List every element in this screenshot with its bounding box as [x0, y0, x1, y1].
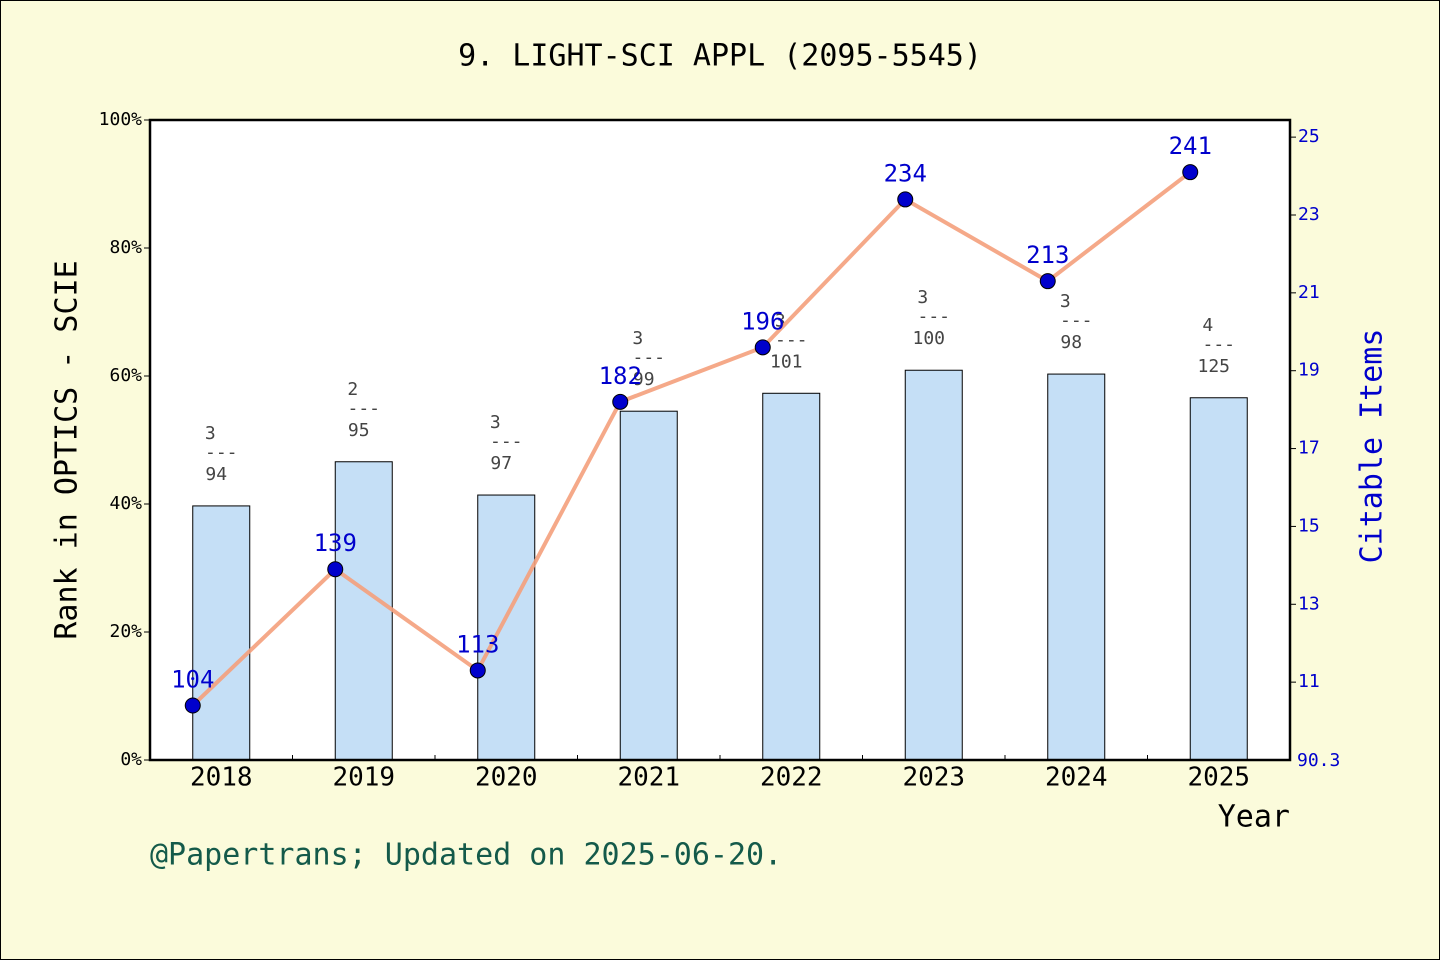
- rank-separator: ---: [917, 306, 950, 327]
- bar: [1047, 373, 1106, 761]
- plot-area: [150, 120, 1290, 760]
- y-axis-label: Rank in OPTICS - SCIE: [50, 260, 85, 639]
- data-label: 213: [1026, 241, 1069, 269]
- x-tick-label: 2019: [332, 763, 395, 793]
- point: [184, 697, 201, 714]
- x-tick-label: 2020: [475, 763, 538, 793]
- y2-tick-label: 15: [1298, 515, 1320, 536]
- y2-axis-label: Citable Items: [1355, 329, 1390, 564]
- point: [897, 191, 914, 208]
- y-tick-label: 20%: [109, 621, 142, 642]
- rank-denominator: 101: [770, 351, 803, 372]
- footer: @Papertrans; Updated on 2025-06-20.: [150, 838, 782, 873]
- rank-numerator: 3: [205, 423, 216, 444]
- y-tick-label: 0%: [120, 749, 142, 770]
- x-tick-label: 2022: [760, 763, 823, 793]
- rank-separator: ---: [347, 398, 380, 419]
- rank-denominator: 98: [1060, 332, 1082, 353]
- y2-tick-label: 23: [1298, 204, 1320, 225]
- rank-denominator: 99: [633, 369, 655, 390]
- y-tick-label: 40%: [109, 493, 142, 514]
- rank-denominator: 94: [205, 464, 227, 485]
- rank-numerator: 3: [775, 310, 786, 331]
- rank-numerator: 3: [490, 412, 501, 433]
- data-label: 241: [1169, 132, 1212, 160]
- plot-frame: [148, 118, 1292, 762]
- rank-separator: ---: [205, 442, 238, 463]
- x-tick-label: 2025: [1187, 763, 1250, 793]
- x-tick-label: 2023: [902, 763, 965, 793]
- y2-tick-label: 25: [1298, 126, 1320, 147]
- data-label: 139: [314, 529, 357, 557]
- y-tick-label: 80%: [109, 237, 142, 258]
- rank-separator: ---: [632, 347, 665, 368]
- rank-denominator: 125: [1197, 356, 1230, 377]
- data-label: 234: [884, 159, 927, 187]
- rank-denominator: 95: [348, 420, 370, 441]
- bar: [904, 369, 963, 761]
- rank-denominator: 100: [912, 328, 945, 349]
- point: [754, 339, 771, 356]
- rank-numerator: 3: [1060, 291, 1071, 312]
- rank-separator: ---: [1202, 334, 1235, 355]
- data-label: 196: [741, 307, 784, 335]
- line: [191, 170, 1192, 707]
- point: [327, 561, 344, 578]
- y2-tick-label: 17: [1298, 438, 1320, 459]
- rank-numerator: 4: [1202, 315, 1213, 336]
- y-tick-label: 60%: [109, 365, 142, 386]
- rank-numerator: 2: [347, 379, 358, 400]
- bar: [192, 505, 251, 761]
- point: [469, 662, 486, 679]
- x-tick-label: 2018: [190, 763, 253, 793]
- bar: [762, 392, 821, 761]
- rank-separator: ---: [490, 431, 523, 452]
- chart-title: 9. LIGHT-SCI APPL (2095-5545): [458, 39, 982, 74]
- x-axis-label: Year: [1218, 800, 1290, 835]
- rank-separator: ---: [1060, 310, 1093, 331]
- bar: [334, 461, 393, 761]
- y2-tick-label: 11: [1298, 671, 1320, 692]
- data-label: 182: [599, 362, 642, 390]
- x-tick-label: 2024: [1045, 763, 1108, 793]
- rank-numerator: 3: [917, 287, 928, 308]
- rank-separator: ---: [775, 329, 808, 350]
- rank-numerator: 3: [632, 328, 643, 349]
- point: [1039, 273, 1056, 290]
- y2-bottom-label: 90.3: [1297, 750, 1340, 771]
- bar: [1189, 397, 1248, 761]
- y2-tick-label: 19: [1298, 360, 1320, 381]
- rank-denominator: 97: [490, 453, 512, 474]
- y2-tick-label: 21: [1298, 282, 1320, 303]
- bar: [619, 410, 678, 761]
- data-label: 113: [456, 630, 499, 658]
- point: [1182, 164, 1199, 181]
- y2-tick-label: 13: [1298, 593, 1320, 614]
- data-label: 104: [171, 665, 214, 693]
- bar: [477, 494, 536, 761]
- y-tick-label: 100%: [99, 109, 143, 130]
- x-tick-label: 2021: [617, 763, 680, 793]
- point: [612, 393, 629, 410]
